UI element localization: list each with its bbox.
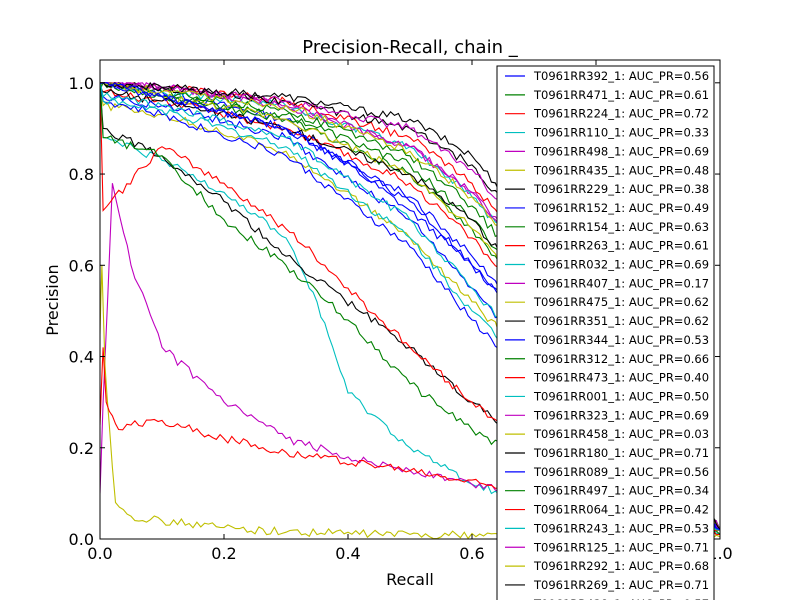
legend-entry: T0961RR458_1: AUC_PR=0.03	[533, 427, 709, 441]
legend-entry: T0961RR435_1: AUC_PR=0.48	[533, 163, 709, 177]
legend-entry: T0961RR312_1: AUC_PR=0.66	[533, 352, 709, 366]
legend-entry: T0961RR180_1: AUC_PR=0.71	[533, 446, 709, 460]
legend-entry: T0961RR089_1: AUC_PR=0.56	[533, 465, 709, 479]
legend-entry: T0961RR392_1: AUC_PR=0.56	[533, 69, 709, 83]
legend-entry: T0961RR351_1: AUC_PR=0.62	[533, 314, 709, 328]
y-tick-label: 0.2	[69, 439, 94, 458]
legend-entry: T0961RR110_1: AUC_PR=0.33	[533, 126, 709, 140]
legend-entry: T0961RR154_1: AUC_PR=0.63	[533, 220, 709, 234]
y-tick-label: 0.6	[69, 256, 94, 275]
legend-entry: T0961RR323_1: AUC_PR=0.69	[533, 408, 709, 422]
x-tick-label: 0.6	[459, 544, 484, 563]
x-tick-label: 0.4	[335, 544, 360, 563]
legend-entry: T0961RR475_1: AUC_PR=0.62	[533, 295, 709, 309]
legend-entry: T0961RR224_1: AUC_PR=0.72	[533, 107, 709, 121]
axes-frame	[99, 59, 721, 540]
legend-entry: T0961RR438_1: AUC_PR=0.57	[533, 597, 709, 600]
legend-entry: T0961RR263_1: AUC_PR=0.61	[533, 239, 709, 253]
x-tick-label: 0.0	[87, 544, 112, 563]
legend-entry: T0961RR344_1: AUC_PR=0.53	[533, 333, 709, 347]
legend-entry: T0961RR292_1: AUC_PR=0.68	[533, 559, 709, 573]
legend-entry: T0961RR473_1: AUC_PR=0.40	[533, 371, 709, 385]
y-tick-label: 0.0	[69, 530, 94, 549]
legend-entry: T0961RR229_1: AUC_PR=0.38	[533, 182, 709, 196]
legend-entry: T0961RR471_1: AUC_PR=0.61	[533, 88, 709, 102]
legend-entry: T0961RR001_1: AUC_PR=0.50	[533, 389, 709, 403]
legend-entry: T0961RR064_1: AUC_PR=0.42	[533, 503, 709, 517]
legend-entry: T0961RR269_1: AUC_PR=0.71	[533, 578, 709, 592]
y-tick-label: 1.0	[69, 74, 94, 93]
legend-box	[496, 65, 715, 600]
legend-entry: T0961RR498_1: AUC_PR=0.69	[533, 144, 709, 158]
y-tick-label: 0.8	[69, 165, 94, 184]
legend-entry: T0961RR032_1: AUC_PR=0.69	[533, 258, 709, 272]
legend-entry: T0961RR497_1: AUC_PR=0.34	[533, 484, 709, 498]
legend-entry: T0961RR243_1: AUC_PR=0.53	[533, 521, 709, 535]
legend-entry: T0961RR125_1: AUC_PR=0.71	[533, 540, 709, 554]
legend: T0961RR392_1: AUC_PR=0.56 T0961RR471_1: A…	[496, 65, 715, 600]
x-tick-label: 0.2	[211, 544, 236, 563]
legend-entry: T0961RR407_1: AUC_PR=0.17	[533, 276, 709, 290]
legend-entry: T0961RR152_1: AUC_PR=0.49	[533, 201, 709, 215]
y-axis-label: Precision	[43, 264, 62, 335]
x-axis-label: Recall	[386, 570, 434, 589]
y-tick-label: 0.4	[69, 348, 94, 367]
chart-title: Precision-Recall, chain _	[302, 37, 518, 58]
